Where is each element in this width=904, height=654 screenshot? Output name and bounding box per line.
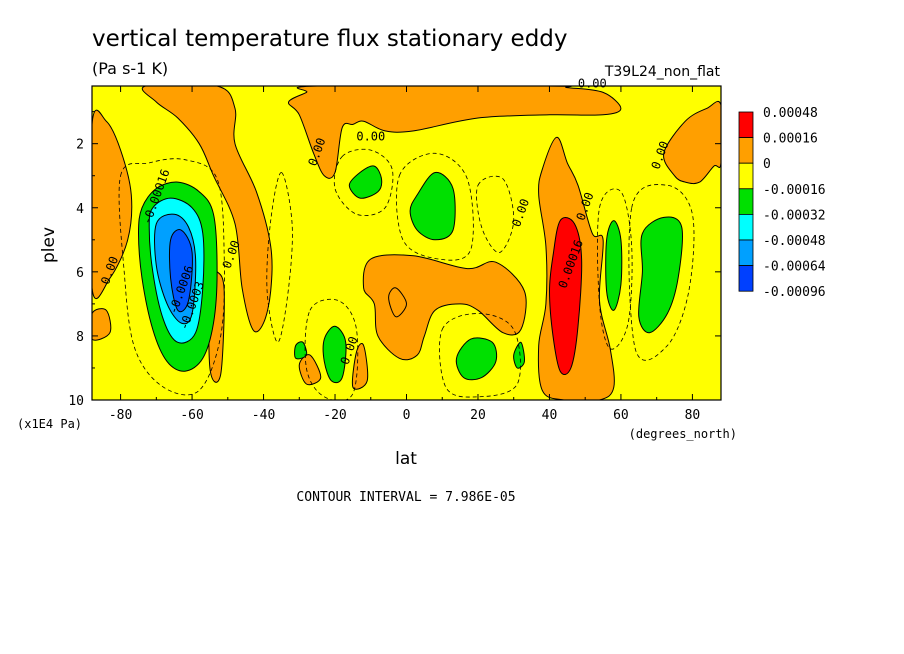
legend-label-7: -0.00064 bbox=[763, 260, 826, 275]
x-tick-label: 20 bbox=[470, 408, 486, 423]
dataset-label: T39L24_non_flat bbox=[604, 64, 721, 80]
contour-region-4 bbox=[288, 86, 622, 179]
dashed-contour-8 bbox=[304, 298, 359, 400]
x-tick-label: -20 bbox=[323, 408, 346, 423]
contour-region-12 bbox=[351, 343, 369, 390]
dashed-contour-3 bbox=[333, 148, 394, 216]
x-tick-label: -80 bbox=[109, 408, 132, 423]
y-tick-label: 6 bbox=[76, 266, 84, 281]
dashed-contour-7 bbox=[628, 184, 695, 361]
legend-label-5: -0.00032 bbox=[763, 208, 826, 223]
x-tick-label: -60 bbox=[180, 408, 203, 423]
x-axis-label: lat bbox=[395, 449, 417, 469]
plot-area: 0.000.000.00 0.00-0.00016 0.00 0.000.000.00… bbox=[91, 77, 722, 401]
legend-label-8: -0.00096 bbox=[763, 285, 826, 300]
contour-region-21 bbox=[638, 216, 683, 334]
legend-label-4: -0.00016 bbox=[763, 183, 826, 198]
y-axis-label: plev bbox=[39, 227, 59, 263]
contour-interval: CONTOUR INTERVAL = 7.986E-05 bbox=[296, 490, 515, 505]
legend: 0.00048 0.00016 0 -0.00016 -0.00032 -0.00048 -… bbox=[738, 106, 826, 300]
x-axis-units: (degrees_north) bbox=[629, 427, 737, 441]
contour-region-6 bbox=[388, 287, 408, 318]
dashed-contour-2 bbox=[266, 172, 293, 343]
legend-label-6: -0.00048 bbox=[763, 234, 826, 249]
contour-region-19 bbox=[409, 171, 456, 241]
legend-label-2: 0.00016 bbox=[763, 132, 818, 147]
y-tick-label: 8 bbox=[76, 330, 84, 345]
legend-swatch-2 bbox=[738, 137, 754, 164]
x-tick-label: 40 bbox=[542, 408, 558, 423]
contour-region-3 bbox=[141, 86, 273, 333]
x-tick-label: -40 bbox=[252, 408, 275, 423]
contour-region-2 bbox=[92, 308, 112, 341]
legend-label-1: 0.00048 bbox=[763, 106, 818, 121]
dashed-contour-4 bbox=[396, 152, 474, 261]
legend-swatch-7 bbox=[738, 265, 754, 292]
dashed-contour-1 bbox=[118, 158, 225, 396]
legend-swatch-5 bbox=[738, 213, 754, 241]
legend-label-3: 0 bbox=[763, 157, 771, 172]
contour-region-8 bbox=[663, 100, 721, 185]
contour-region-1 bbox=[92, 109, 133, 300]
y-axis: 2 4 6 8 10 bbox=[68, 111, 721, 409]
contour-label-1: 0.00 bbox=[578, 77, 607, 91]
chart-title: vertical temperature flux stationary edd… bbox=[92, 26, 568, 52]
x-tick-label: 60 bbox=[613, 408, 629, 423]
contour-region-23 bbox=[294, 341, 308, 360]
contour-region-18 bbox=[348, 165, 383, 199]
contour-region-17 bbox=[168, 229, 193, 313]
contour-region-13 bbox=[548, 217, 583, 375]
legend-swatch-3 bbox=[738, 162, 754, 190]
contour-region-5 bbox=[362, 254, 527, 361]
x-axis: -80 -60 -40 -20 0 20 40 60 80 bbox=[109, 86, 700, 423]
y-tick-label: 4 bbox=[76, 202, 84, 217]
contour-region-25 bbox=[513, 341, 525, 369]
x-tick-label: 0 bbox=[403, 408, 411, 423]
dashed-contour-5 bbox=[476, 175, 515, 253]
y-tick-label: 2 bbox=[76, 138, 84, 153]
legend-swatch-1 bbox=[738, 111, 754, 139]
x-tick-label: 80 bbox=[685, 408, 701, 423]
contour-region-24 bbox=[455, 337, 498, 381]
legend-swatch-4 bbox=[738, 188, 754, 215]
contour-region-22 bbox=[322, 325, 347, 384]
contour-label-2: 0.00 bbox=[356, 130, 385, 144]
contour-region-20 bbox=[605, 220, 623, 311]
chart-units: (Pa s-1 K) bbox=[92, 59, 168, 78]
y-axis-units: (x1E4 Pa) bbox=[17, 417, 82, 431]
y-tick-label: 10 bbox=[68, 394, 84, 409]
legend-swatch-6 bbox=[738, 239, 754, 267]
